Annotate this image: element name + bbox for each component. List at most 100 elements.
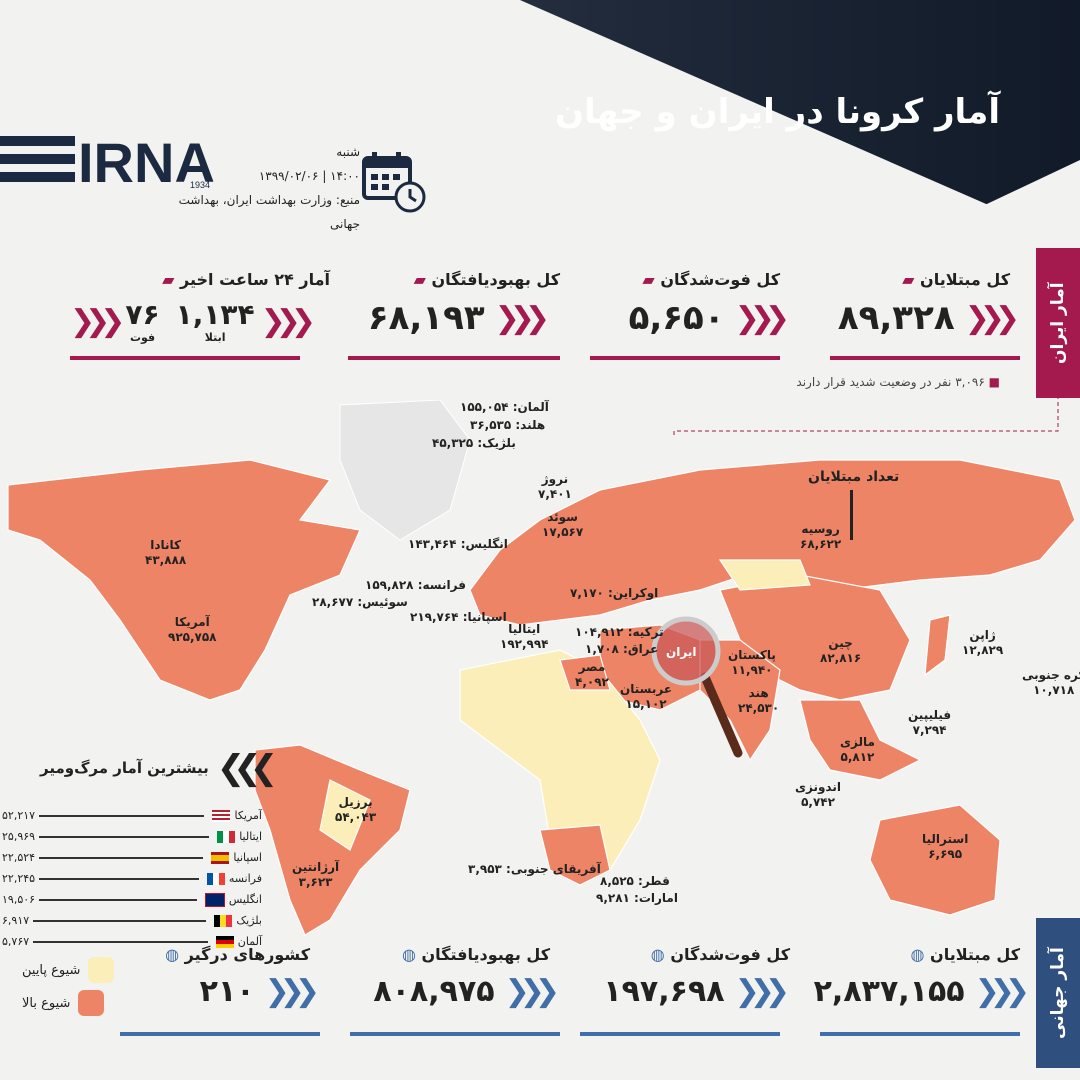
world-deaths-value: ۱۹۷,۶۹۸	[603, 974, 725, 1009]
iran-recovered-value: ۶۸,۱۹۳	[367, 298, 485, 338]
top-deaths-header: بیشترین آمار مرگ‌ومیر ❮❮❮	[40, 748, 279, 788]
world-recovered-block: ۸۰۸,۹۷۵ ❯❯❯	[373, 974, 560, 1009]
iran-cases-label: کل مبتلایان ▰	[902, 270, 1010, 289]
world-deaths-block: ۱۹۷,۶۹۸ ❯❯❯	[603, 974, 791, 1009]
list-item: ایتالیا ۲۵,۹۶۹	[2, 830, 262, 843]
iran-cases-block: ۸۹,۳۲۸ ❯❯❯	[837, 298, 1021, 338]
iran-cases-underline	[830, 356, 1020, 360]
label-skorea: کره جنوبی ۱۰,۷۱۸	[1022, 668, 1080, 697]
label-argentina: آرژانتین ۳,۶۲۳	[292, 860, 340, 889]
label-safrica: آفریقای جنوبی: ۳,۹۵۳	[468, 862, 601, 876]
datetime-label: ۱۴:۰۰ | ۱۳۹۹/۰۲/۰۶	[258, 169, 360, 183]
iran-recovered-block: ۶۸,۱۹۳ ❯❯❯	[367, 298, 551, 338]
iran-critical-note: ■ ۳,۰۹۶ نفر در وضعیت شدید قرار دارند	[796, 375, 1000, 389]
legend-high-swatch	[78, 990, 105, 1016]
label-iraq: عراق: ۱,۷۰۸	[585, 642, 659, 656]
iran-stats-tab: آمار ایران	[1036, 248, 1080, 398]
chevron-arrows-icon: ❯❯❯	[974, 974, 1031, 1009]
label-saudi: عربستان ۱۵,۱۰۲	[620, 682, 673, 711]
world-countries-label: کشورهای درگیر ◍	[165, 945, 310, 964]
list-item: بلژیک ۶,۹۱۷	[2, 914, 262, 927]
iran-24h-cases-label: ابتلا	[204, 331, 226, 344]
legend-low-swatch	[88, 957, 115, 983]
list-item: فرانسه ۲۲,۲۴۵	[2, 872, 262, 885]
label-egypt: مصر ۴,۰۹۲	[575, 660, 609, 689]
world-countries-underline	[120, 1032, 320, 1036]
south-africa-shape	[539, 824, 611, 886]
legend-low: شیوع پایین	[22, 957, 115, 983]
world-recovered-value: ۸۰۸,۹۷۵	[373, 974, 495, 1009]
iran-deaths-underline	[590, 356, 780, 360]
chevron-arrows-icon: ❯❯❯	[264, 974, 321, 1009]
north-america-shape	[7, 459, 361, 701]
egypt-shape	[559, 654, 611, 691]
label-india: هند ۲۴,۵۳۰	[738, 686, 780, 715]
label-pakistan: پاکستان ۱۱,۹۴۰	[728, 648, 776, 677]
label-italy: ایتالیا ۱۹۲,۹۹۴	[500, 622, 549, 651]
label-belgium: بلژیک: ۴۵,۳۲۵	[432, 436, 516, 450]
label-philippines: فیلیپین ۷,۲۹۴	[908, 708, 952, 737]
world-cases-block: ۲,۸۳۷,۱۵۵ ❯❯❯	[813, 974, 1031, 1009]
label-netherlands: هلند: ۳۶,۵۳۵	[470, 418, 546, 432]
world-stats-tab: آمار جهانی	[1036, 918, 1080, 1068]
label-china: چین ۸۲,۸۱۶	[820, 636, 862, 665]
label-france: فرانسه: ۱۵۹,۸۲۸	[365, 578, 466, 592]
chevron-left-icon: ❮❮❮	[216, 748, 279, 788]
label-switzerland: سوئیس: ۲۸,۶۷۷	[312, 595, 408, 609]
chevron-arrows-icon: ❯❯❯	[734, 300, 791, 336]
chevron-arrows-icon: ❯❯❯	[964, 300, 1021, 336]
label-germany: آلمان: ۱۵۵,۰۵۴	[460, 400, 549, 414]
world-recovered-underline	[350, 1032, 560, 1036]
chevron-arrows-icon: ❯❯❯	[494, 300, 551, 336]
europe-russia-shape	[469, 459, 1076, 626]
day-label: شنبه	[336, 145, 360, 159]
label-uae: امارات: ۹,۲۸۱	[596, 891, 678, 905]
iran-24h-deaths-value: ۷۶	[125, 298, 160, 331]
header-meta: شنبه ۱۴:۰۰ | ۱۳۹۹/۰۲/۰۶ منبع: وزارت بهدا…	[150, 140, 360, 236]
mongolia-shape	[718, 559, 811, 591]
chevron-arrows-icon: ❯❯❯	[734, 974, 791, 1009]
label-australia: استرالیا ۶,۶۹۵	[922, 832, 969, 861]
chevron-arrows-icon: ❯❯❯	[260, 303, 317, 339]
iran-recovered-label: کل بهبودیافتگان ▰	[413, 270, 560, 289]
label-norway: نروژ ۷,۴۰۱	[538, 472, 572, 501]
world-cases-value: ۲,۸۳۷,۱۵۵	[813, 974, 965, 1009]
label-russia: روسیه ۶۸,۶۲۲	[800, 522, 842, 551]
iran-connector-line	[673, 395, 1059, 435]
top-deaths-title: بیشترین آمار مرگ‌ومیر	[40, 759, 209, 777]
map-label-iran: ایران	[666, 645, 697, 659]
world-countries-value: ۲۱۰	[199, 974, 255, 1009]
svg-text:1934: 1934	[190, 180, 210, 190]
iran-24h-cases-value: ۱,۱۳۴	[175, 298, 255, 331]
world-countries-block: ۲۱۰ ❯❯❯	[199, 974, 321, 1009]
label-indonesia: اندونزی ۵,۷۴۲	[795, 780, 841, 809]
label-ukraine: اوکراین: ۷,۱۷۰	[570, 586, 659, 600]
list-item: اسپانیا ۲۲,۵۲۴	[2, 851, 262, 864]
iran-last24-label: آمار ۲۴ ساعت اخیر ▰	[162, 270, 330, 289]
source-label: منبع: وزارت بهداشت ایران، بهداشت جهانی	[178, 193, 360, 231]
map-pointer-line	[850, 490, 853, 540]
world-cases-label: کل مبتلایان ◍	[910, 945, 1021, 964]
world-cases-underline	[820, 1032, 1020, 1036]
list-item: آلمان ۵,۷۶۷	[2, 935, 262, 948]
iran-last24-underline	[70, 356, 300, 360]
japan-shape	[924, 614, 951, 677]
world-deaths-underline	[580, 1032, 780, 1036]
greenland-shape	[339, 400, 471, 541]
magnifier-icon	[650, 615, 760, 765]
iran-deaths-block: ۵,۶۵۰ ❯❯❯	[629, 298, 791, 338]
chevron-arrows-icon: ❯❯❯	[70, 303, 126, 339]
page-title: آمار کرونا در ایران و جهان	[555, 92, 1000, 132]
label-qatar: قطر: ۸,۵۲۵	[600, 874, 670, 888]
svg-text:IRNA: IRNA	[78, 131, 215, 190]
iran-24h-deaths-label: فوت	[129, 331, 156, 344]
label-sweden: سوئد ۱۷,۵۶۷	[542, 510, 584, 539]
iran-last24-block: ❯❯❯ ۷۶ فوت ۱,۱۳۴ ابتلا ❯❯❯	[70, 298, 317, 344]
iran-deaths-label: کل فوت‌شدگان ▰	[642, 270, 780, 289]
bolivia-shape	[319, 779, 371, 851]
list-item: آمریکا ۵۲,۲۱۷	[2, 809, 262, 822]
iran-cases-value: ۸۹,۳۲۸	[837, 298, 955, 338]
label-japan: ژاپن ۱۲,۸۲۹	[962, 628, 1004, 657]
label-turkey: ترکیه: ۱۰۴,۹۱۲	[575, 625, 664, 639]
map-cases-title: تعداد مبتلایان	[808, 469, 900, 485]
